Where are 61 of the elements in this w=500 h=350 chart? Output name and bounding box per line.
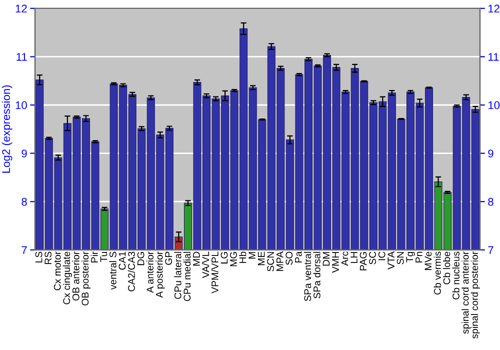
y-tick-label: 7 xyxy=(22,246,27,254)
x-tick-label: Pn xyxy=(416,252,422,262)
x-tick-label: Arc xyxy=(341,252,348,266)
x-tick-label: SC xyxy=(369,252,376,264)
x-tick-label: SPa ventral xyxy=(304,252,312,302)
x-tick-label: A anterior xyxy=(146,251,154,293)
x-tick-label: Pa xyxy=(295,251,302,262)
x-tick-label: CA2/CA3 xyxy=(128,252,135,292)
y-axis-title: Log2 (expression) xyxy=(2,85,12,173)
x-tick-label: RS xyxy=(44,252,52,264)
x-tick-label: OB anterior xyxy=(72,251,80,301)
x-tick-label: Hb xyxy=(239,252,246,263)
y-tick-label: 11 xyxy=(16,53,27,61)
x-tick-label: spinal cord posterior xyxy=(470,251,480,339)
x-tick-label: Tg xyxy=(406,252,415,262)
y-tick-label: 12 xyxy=(16,4,27,12)
x-tick-label: Tu xyxy=(100,252,108,262)
x-tick-label: CPu medial xyxy=(183,252,191,302)
x-tick-label: Cb nucleus xyxy=(452,252,460,300)
x-tick-label: DM xyxy=(322,252,330,266)
x-tick-label: CPu lateral xyxy=(174,252,182,299)
x-tick-label: SCN xyxy=(267,252,274,272)
x-tick-label: LG xyxy=(220,252,228,264)
x-tick-label: CA1 xyxy=(118,252,126,270)
x-tick-label: SO xyxy=(286,252,293,265)
y2-tick-label: 11 xyxy=(488,53,499,61)
x-tick-label: A posterior xyxy=(156,251,165,298)
x-tick-label: ventral S xyxy=(109,252,116,290)
x-tick-label: Cx motor xyxy=(54,251,61,290)
x-tick-label: ME xyxy=(258,252,265,266)
y2-tick-label: 12 xyxy=(488,4,500,12)
x-tick-label: Pir xyxy=(90,251,98,262)
x-tick-label: OB posterior xyxy=(81,251,91,306)
y2-tick-label: 9 xyxy=(488,150,494,158)
x-tick-label: GP xyxy=(165,252,172,265)
y2-tick-label: 7 xyxy=(488,246,494,254)
x-tick-label: LS xyxy=(35,252,42,262)
x-tick-label: LH xyxy=(350,252,358,263)
x-tick-label: MVe xyxy=(424,252,432,270)
x-tick-label: MG xyxy=(230,252,237,266)
y-tick-label: 8 xyxy=(22,198,27,206)
y2-tick-label: 8 xyxy=(488,198,494,206)
x-tick-label: VPM/VPL xyxy=(211,252,218,294)
x-tick-label: Cb vermis xyxy=(434,252,441,295)
x-tick-label: Cb lobe xyxy=(443,252,450,284)
x-tick-label: MD xyxy=(193,252,200,266)
y2-tick-label: 10 xyxy=(488,101,500,110)
x-tick-label: PAG xyxy=(360,252,367,270)
y-tick-label: 10 xyxy=(16,101,27,110)
x-tick-label: Cx cingulate xyxy=(62,252,72,304)
x-tick-label: VMH xyxy=(332,252,339,273)
x-tick-label: MPA xyxy=(276,251,284,271)
x-tick-label: IC xyxy=(378,252,386,260)
x-tick-label: SPa dorsal xyxy=(313,252,320,298)
y-tick-label: 9 xyxy=(22,150,27,158)
x-tick-label: DG xyxy=(137,252,144,266)
x-tick-label: VA/VL xyxy=(202,252,210,278)
x-tick-label: M xyxy=(248,252,256,259)
x-tick-label: spinal cord anterior xyxy=(462,251,471,334)
x-tick-label: SN xyxy=(396,252,404,264)
x-tick-label: VTA xyxy=(388,251,394,270)
